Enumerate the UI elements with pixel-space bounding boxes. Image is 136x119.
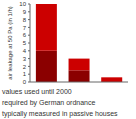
- html-text:typically measured in passive: typically measured in passive houses: [2, 110, 118, 117]
- svg-text:7: 7: [23, 25, 27, 31]
- svg-text:4: 4: [23, 48, 27, 54]
- svg-text:6: 6: [23, 32, 27, 38]
- svg-text:0: 0: [23, 79, 27, 84]
- html-text:required by German ordnance: required by German ordnance: [2, 99, 96, 106]
- svg-text:2: 2: [23, 64, 27, 70]
- svg-text:1: 1: [23, 71, 27, 77]
- svg-text:5: 5: [23, 40, 27, 46]
- svg-text:air leakage at 50 Pa (in 1/h): air leakage at 50 Pa (in 1/h): [8, 6, 13, 80]
- svg-text:8: 8: [23, 17, 27, 23]
- svg-text:10: 10: [19, 1, 26, 7]
- svg-text:3: 3: [23, 56, 27, 62]
- svg-text:9: 9: [23, 9, 27, 15]
- html-text:values used until 2000: values used until 2000: [2, 88, 72, 95]
